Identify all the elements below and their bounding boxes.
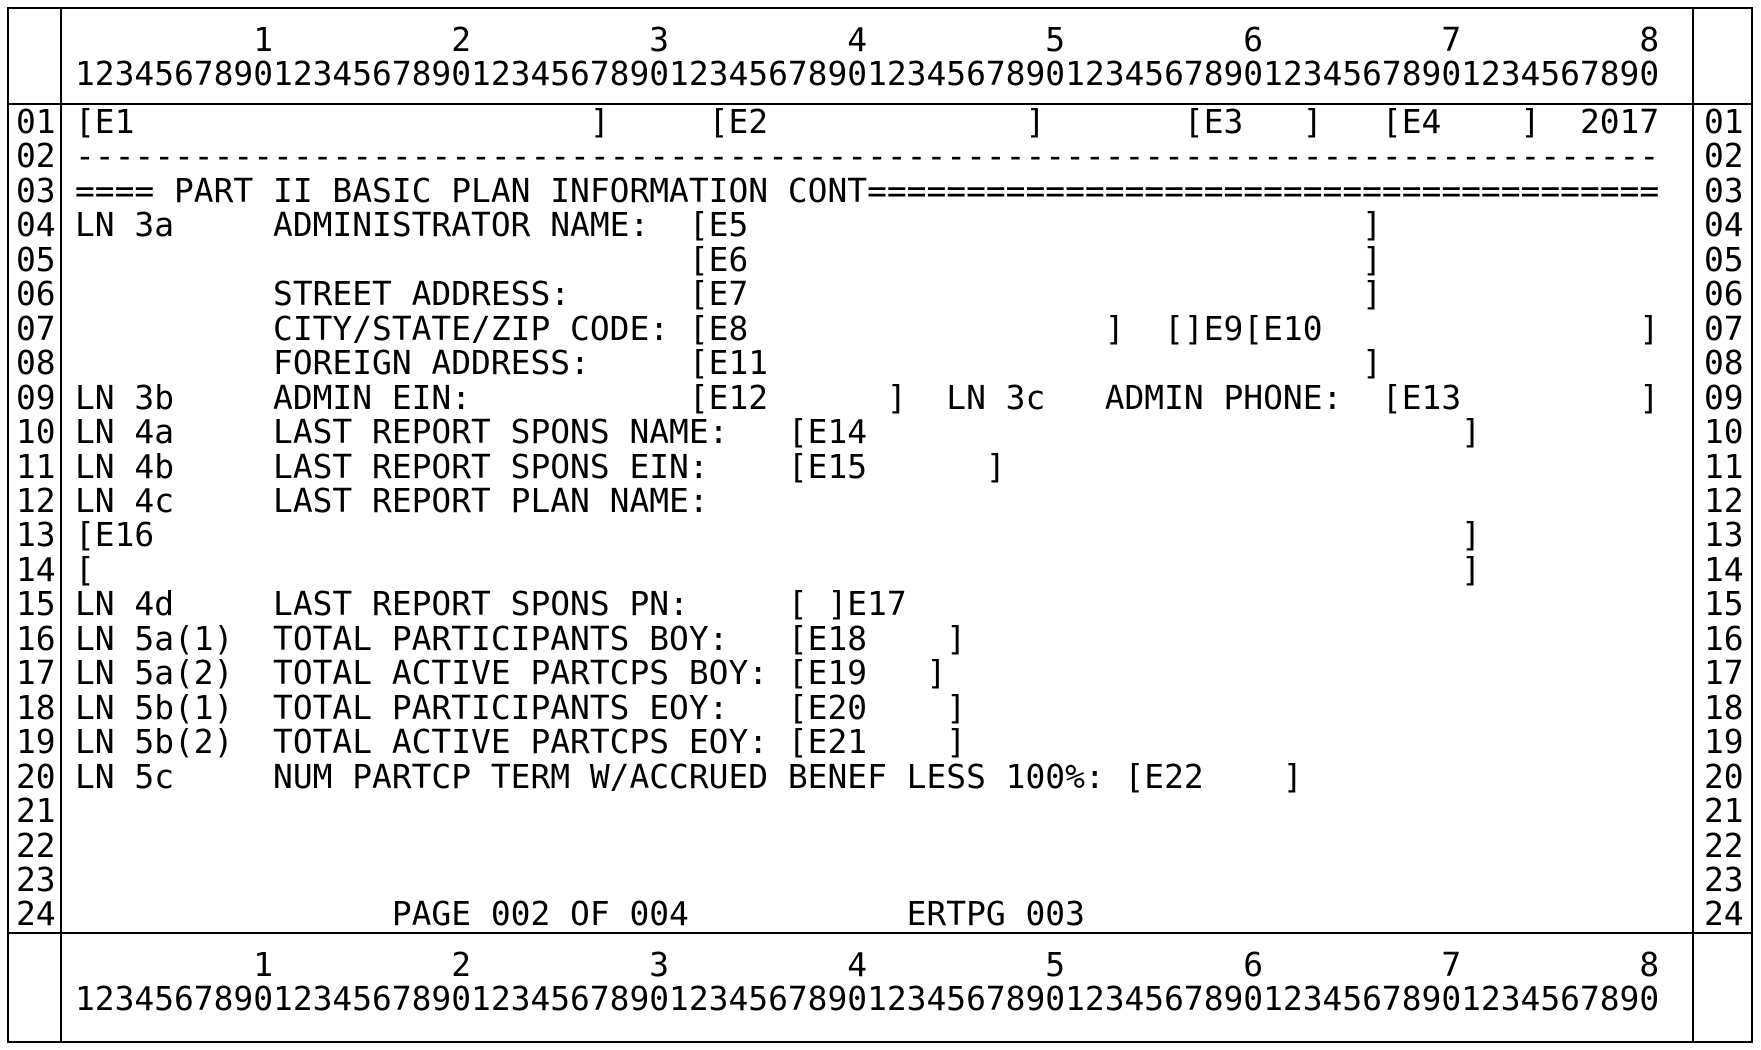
ruler-top-left-corner xyxy=(9,9,62,105)
column-ruler-bottom: 1 2 3 4 5 6 7 8 123456789012345678901234… xyxy=(62,932,1692,1041)
terminal-screen: [E1 ] [E2 ] [E3 ] [E4 ] 2017 -----------… xyxy=(62,105,1692,932)
line-number-gutter-left: 01 02 03 04 05 06 07 08 09 10 11 12 13 1… xyxy=(9,105,62,932)
ruler-top-right-corner xyxy=(1692,9,1751,105)
ruler-bottom-tens-row: 1 2 3 4 5 6 7 8 xyxy=(75,945,1660,984)
screen-line-20[interactable]: LN 5c NUM PARTCP TERM W/ACCRUED BENEF LE… xyxy=(75,756,1303,796)
screen-line-11[interactable]: LN 4b LAST REPORT SPONS EIN: [E15 ] xyxy=(75,446,1006,486)
screen-line-15[interactable]: LN 4d LAST REPORT SPONS PN: [ ]E17 xyxy=(75,584,907,624)
line-number-gutter-right: 01 02 03 04 05 06 07 08 09 10 11 12 13 1… xyxy=(1692,105,1751,932)
screen-line-14[interactable]: [ ] xyxy=(75,549,1481,589)
screen-line-04[interactable]: LN 3a ADMINISTRATOR NAME: [E5 ] xyxy=(75,205,1382,245)
screen-line-01[interactable]: [E1 ] [E2 ] [E3 ] [E4 ] 2017 xyxy=(75,105,1660,141)
screen-line-06[interactable]: STREET ADDRESS: [E7 ] xyxy=(75,274,1382,314)
screen-line-02: ----------------------------------------… xyxy=(75,136,1660,176)
ruler-bottom-right-corner xyxy=(1692,932,1751,1041)
screen-line-16[interactable]: LN 5a(1) TOTAL PARTICIPANTS BOY: [E18 ] xyxy=(75,618,967,658)
column-ruler-top: 1 2 3 4 5 6 7 8 123456789012345678901234… xyxy=(62,9,1692,105)
screen-line-10[interactable]: LN 4a LAST REPORT SPONS NAME: [E14 ] xyxy=(75,412,1481,452)
screen-line-19[interactable]: LN 5b(2) TOTAL ACTIVE PARTCPS EOY: [E21 … xyxy=(75,722,967,762)
screen-line-12: LN 4c LAST REPORT PLAN NAME: xyxy=(75,480,709,520)
ruler-bottom-left-corner xyxy=(9,932,62,1041)
screen-line-23 xyxy=(75,863,1692,897)
screen-line-05[interactable]: [E6 ] xyxy=(75,239,1382,279)
screen-line-21 xyxy=(75,794,1692,828)
screen-line-18[interactable]: LN 5b(1) TOTAL PARTICIPANTS EOY: [E20 ] xyxy=(75,687,967,727)
screen-line-22 xyxy=(75,829,1692,863)
ruler-bottom-units-row: 1234567890123456789012345678901234567890… xyxy=(75,979,1660,1019)
ruler-top-units-row: 1234567890123456789012345678901234567890… xyxy=(75,54,1660,94)
screen-line-17[interactable]: LN 5a(2) TOTAL ACTIVE PARTCPS BOY: [E19 … xyxy=(75,653,947,693)
screen-line-13[interactable]: [E16 ] xyxy=(75,515,1481,555)
terminal-frame: 1 2 3 4 5 6 7 8 123456789012345678901234… xyxy=(7,7,1753,1043)
screen-line-07[interactable]: CITY/STATE/ZIP CODE: [E8 ] []E9[E10 ] xyxy=(75,308,1660,348)
screen-line-24: PAGE 002 OF 004 ERTPG 003 xyxy=(75,894,1085,932)
ruler-top-tens-row: 1 2 3 4 5 6 7 8 xyxy=(75,20,1660,59)
screen-line-09[interactable]: LN 3b ADMIN EIN: [E12 ] LN 3c ADMIN PHON… xyxy=(75,377,1660,417)
screen-line-03: ==== PART II BASIC PLAN INFORMATION CONT… xyxy=(75,170,1660,210)
screen-line-08[interactable]: FOREIGN ADDRESS: [E11 ] xyxy=(75,343,1382,383)
